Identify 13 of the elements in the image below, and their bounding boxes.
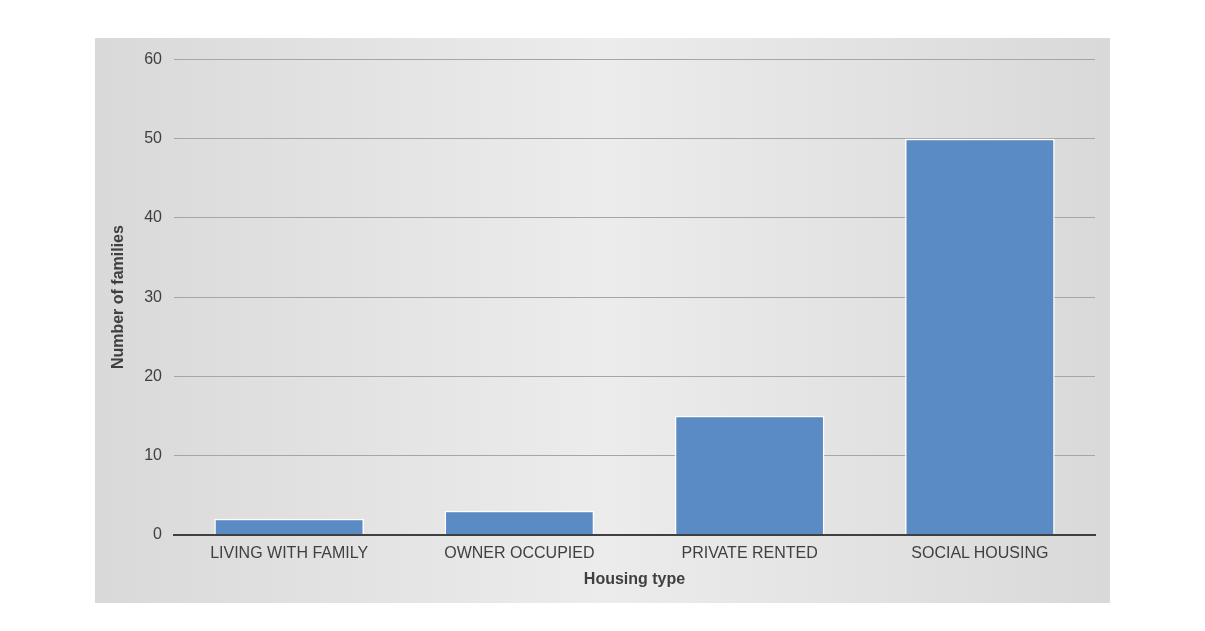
x-tick-label: LIVING WITH FAMILY <box>210 543 369 561</box>
y-tick-label: 30 <box>144 287 163 305</box>
y-tick-label: 0 <box>153 525 163 543</box>
x-tick-label: SOCIAL HOUSING <box>911 543 1049 561</box>
y-tick-label: 60 <box>144 50 163 68</box>
y-axis-title: Number of families <box>109 224 127 370</box>
x-tick-label: PRIVATE RENTED <box>681 543 818 561</box>
x-axis-title: Housing type <box>583 569 686 587</box>
y-tick-label: 20 <box>144 366 163 384</box>
y-tick-label: 10 <box>144 445 163 463</box>
y-tick-label: 40 <box>144 208 163 226</box>
x-tick-label: OWNER OCCUPIED <box>444 543 595 561</box>
y-tick-label: 50 <box>144 129 163 147</box>
